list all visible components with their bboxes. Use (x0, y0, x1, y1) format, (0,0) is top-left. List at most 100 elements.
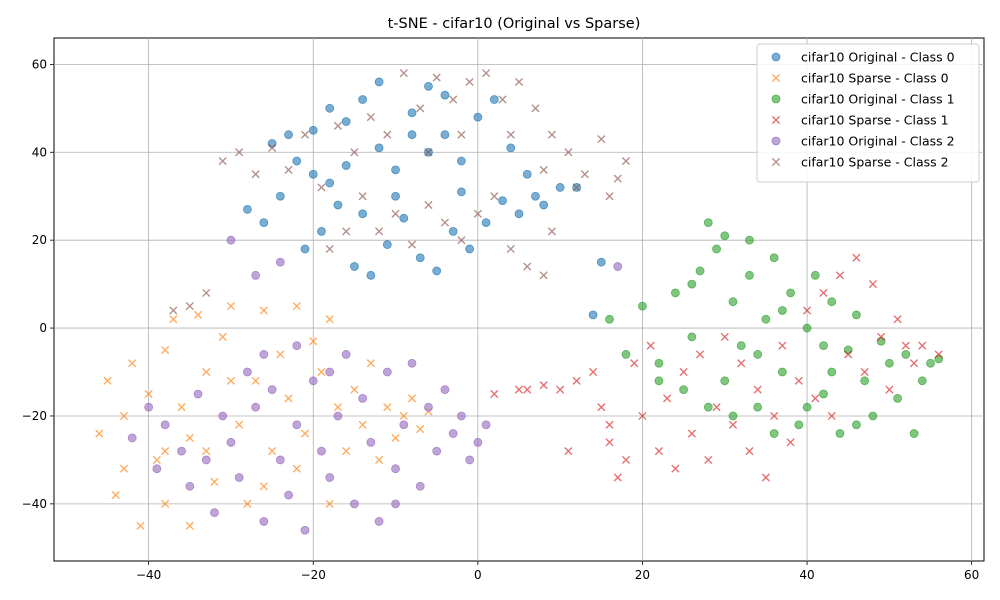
data-point (613, 174, 622, 183)
data-point (778, 341, 787, 350)
data-point (235, 420, 244, 429)
data-point (144, 402, 154, 412)
data-point (366, 270, 376, 280)
data-point (416, 104, 425, 113)
data-point (481, 420, 491, 430)
data-point (786, 288, 795, 298)
data-point (506, 130, 515, 139)
data-point (769, 429, 779, 438)
data-point (745, 447, 754, 456)
data-point (671, 464, 680, 473)
data-point (613, 473, 622, 482)
data-point (802, 306, 812, 315)
data-point (753, 385, 762, 394)
data-point (391, 499, 400, 509)
data-point (374, 455, 384, 465)
data-point (736, 341, 746, 351)
series-4 (127, 235, 623, 535)
axis-ticks: −40 −20 0 20 40 60 −40 −20 0 20 40 60 (22, 57, 980, 582)
data-point (218, 156, 227, 166)
data-point (448, 226, 458, 236)
data-point (284, 490, 293, 500)
data-point (819, 288, 828, 298)
data-point (564, 447, 573, 456)
data-point (481, 218, 491, 227)
data-point (687, 429, 696, 438)
data-point (917, 376, 927, 386)
data-point (424, 402, 433, 412)
data-point (161, 499, 170, 508)
data-point (416, 425, 425, 434)
data-point (753, 350, 763, 359)
data-point (391, 165, 400, 175)
data-point (564, 148, 573, 157)
data-point (202, 447, 211, 456)
data-point (243, 367, 252, 377)
x-tick-label: −20 (301, 568, 326, 582)
data-point (407, 394, 417, 403)
data-point (333, 411, 343, 421)
data-point (415, 481, 425, 491)
legend-marker (771, 94, 781, 104)
data-point (473, 112, 483, 122)
data-point (852, 253, 861, 262)
data-point (490, 192, 499, 201)
data-point (663, 394, 672, 403)
data-point (185, 433, 194, 443)
data-point (292, 464, 301, 473)
data-point (358, 95, 368, 104)
data-point (259, 218, 269, 227)
data-point (514, 209, 524, 219)
data-point (128, 359, 137, 368)
data-point (235, 148, 244, 157)
data-point (275, 191, 285, 201)
x-tick-label: 60 (964, 568, 979, 582)
data-point (885, 385, 894, 394)
data-point (407, 130, 417, 140)
data-point (374, 77, 384, 87)
data-point (802, 402, 812, 412)
data-point (810, 270, 820, 280)
data-point (465, 455, 475, 465)
data-point (407, 358, 417, 368)
data-point (852, 420, 861, 430)
legend-label: cifar10 Original - Class 1 (801, 92, 955, 107)
legend-box (756, 43, 980, 183)
data-point (695, 350, 705, 359)
data-point (777, 367, 787, 377)
data-point (210, 508, 219, 518)
data-point (457, 130, 466, 139)
data-point (745, 270, 754, 280)
data-point (300, 429, 310, 438)
data-point (317, 367, 326, 377)
series-3 (490, 253, 943, 482)
data-point (185, 301, 194, 311)
data-point (720, 332, 729, 341)
data-point (687, 332, 697, 342)
data-point (522, 169, 532, 179)
data-point (547, 227, 557, 236)
data-point (382, 240, 392, 249)
data-point (226, 235, 236, 245)
data-point (860, 367, 869, 377)
data-point (325, 103, 335, 113)
data-point (596, 257, 606, 267)
plot-area (53, 37, 985, 562)
data-point (366, 359, 375, 368)
data-point (835, 429, 845, 438)
data-point (539, 271, 548, 280)
data-point (556, 385, 565, 394)
data-point (202, 288, 211, 298)
data-point (679, 367, 688, 377)
x-tick-label: 20 (635, 568, 650, 582)
data-point (456, 156, 466, 166)
data-point (588, 367, 598, 377)
legend-marker (771, 52, 781, 62)
x-tick-label: −40 (136, 568, 161, 582)
data-point (308, 125, 318, 135)
data-point (399, 420, 409, 430)
data-point (572, 376, 581, 385)
data-point (827, 411, 836, 421)
data-point (456, 187, 466, 197)
